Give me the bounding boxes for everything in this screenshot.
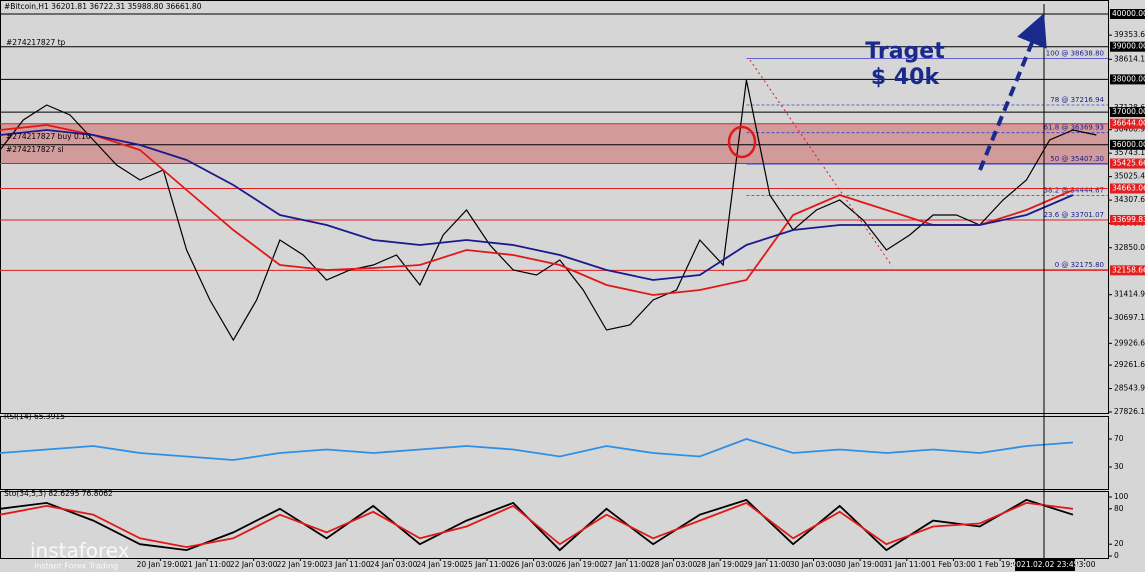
y-tick-label: 35743.15 [1114,148,1145,157]
fib-label: 50 @ 35407.30 [1050,155,1104,163]
y-tick-label: 32850.00 [1114,243,1145,252]
x-tick-label: 26 Jan 19:00 [556,560,604,569]
level-tag-label: 38000.00 [1112,74,1145,83]
x-tick-label: 27 Jan 11:00 [603,560,651,569]
level-tag [1110,158,1145,169]
target-arrow [978,13,1047,171]
watermark: Instant Forex Trading [34,562,118,571]
y-tick-label: 0 [1114,551,1119,560]
price-panel [0,0,1109,414]
level-tag-label: 36000.00 [1112,140,1145,149]
annotation: $ 40k [871,65,941,90]
y-tick-label: 27826.15 [1114,407,1145,416]
level-tag-label: 36644.00 [1112,119,1145,128]
stoch-panel [0,491,1109,559]
y-tick-label: 70 [1114,434,1124,443]
level-tag [1110,107,1145,118]
x-tick-label: 24 Jan 03:00 [370,560,418,569]
level-tag-label: 39000.00 [1112,42,1145,51]
x-tick-label: 28 Jan 19:00 [696,560,744,569]
x-tick-label: 24 Jan 19:00 [417,560,465,569]
fib-label: 38.2 @ 34444.67 [1044,187,1104,195]
series-line [0,79,1097,342]
series-line [0,498,1074,552]
level-tag [1110,214,1145,225]
y-tick-label: 34307.65 [1114,195,1145,204]
series-line [0,124,1074,296]
x-tick-label: 31 Jan 11:00 [883,560,931,569]
level-tag-label: 32158.66 [1112,265,1145,274]
y-tick-label: 20 [1114,539,1124,548]
y-tick-label: 29261.65 [1114,360,1145,369]
plot-layer: 100 @ 38638.80 78 @ 37216.94 61.8 @ 36369.… [0,9,1145,569]
level-tag [1110,139,1145,150]
level-tag-label: 33699.83 [1112,215,1145,224]
fib-trend-line [749,59,893,267]
level-tag-label: 40000.00 [1112,9,1145,18]
x-tick-label: 1 Feb 03:00 [931,560,976,569]
level-tag-label: 34663.06 [1112,183,1145,192]
level-tag [1110,41,1145,52]
cursor-label-box [1015,559,1075,571]
x-tick-label: 22 Jan 19:00 [277,560,325,569]
fib-label: 100 @ 38638.80 [1046,50,1104,58]
fib-label: 61.8 @ 36369.93 [1044,124,1104,132]
level-tag-label: 37000.00 [1112,107,1145,116]
y-tick-label: 35025.40 [1114,172,1145,181]
fib-label: 23.6 @ 33701.07 [1044,211,1104,219]
resistance-zone [1,123,1108,164]
panel-title: Sto(34,5,3) 82.6295 76.8062 [4,489,113,498]
y-tick-label: 36460.90 [1114,125,1145,134]
x-tick-label: 30 Jan 03:00 [790,560,838,569]
level-tag [1110,74,1145,85]
annotation: Traget [865,39,945,64]
x-tick-label: 20 Jan 19:00 [137,560,185,569]
x-tick-label: 28 Jan 03:00 [650,560,698,569]
fib-label: 0 @ 32175.80 [1055,261,1104,269]
level-tag-label: 35425.66 [1112,159,1145,168]
watermark: instaforex [30,539,130,563]
order-label: #274217827 buy 0.10 [6,132,91,141]
highlight-circle [727,125,757,159]
y-tick-label: 30697.15 [1114,313,1145,322]
chart-header: #Bitcoin,H1 36201.81 36722.31 35988.80 3… [4,2,202,11]
cursor-label: 2021.02.02 23:45 [1012,560,1079,569]
y-tick-label: 29926.65 [1114,338,1145,347]
panel-title: RSI(14) 65.3915 [4,412,65,421]
y-tick-label: 100 [1114,492,1129,501]
y-tick-label: 38614.15 [1114,54,1145,63]
x-tick-label: 03:00 [1074,560,1096,569]
fib-label: 78 @ 37216.94 [1050,96,1104,104]
y-tick-label: 39353.65 [1114,30,1145,39]
y-tick-label: 30 [1114,462,1124,471]
level-tag [1110,265,1145,276]
y-tick-label: 31414.90 [1114,290,1145,299]
series-line [0,129,1074,281]
level-tag [1110,118,1145,129]
x-tick-label: 25 Jan 11:00 [463,560,511,569]
x-tick-label: 26 Jan 03:00 [510,560,558,569]
x-tick-label: 21 Jan 11:00 [183,560,231,569]
order-label: #274217827 tp [6,38,66,47]
series-line [0,438,1074,461]
x-tick-label: 29 Jan 11:00 [743,560,791,569]
y-tick-label: 28543.90 [1114,384,1145,393]
x-tick-label: 22 Jan 03:00 [230,560,278,569]
level-tag [1110,183,1145,194]
x-tick-label: 30 Jan 19:00 [836,560,884,569]
y-tick-label: 80 [1114,504,1124,513]
x-tick-label: 1 Feb 19:00 [978,560,1023,569]
order-label: #274217827 sl [6,145,64,154]
series-line [0,501,1074,549]
x-tick-label: 23 Jan 11:00 [323,560,371,569]
level-tag [1110,9,1145,19]
